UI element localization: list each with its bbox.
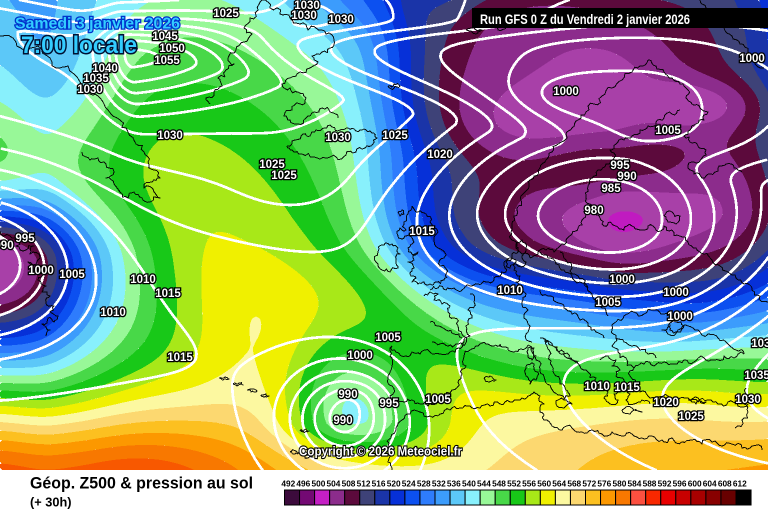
svg-text:600: 600 bbox=[688, 479, 702, 489]
svg-text:1000: 1000 bbox=[553, 86, 579, 98]
svg-text:568: 568 bbox=[567, 479, 581, 489]
svg-text:1030: 1030 bbox=[325, 132, 351, 144]
svg-text:1015: 1015 bbox=[409, 226, 435, 238]
svg-text:Copyright © 2026 Meteociel.fr: Copyright © 2026 Meteociel.fr bbox=[299, 444, 462, 459]
svg-text:980: 980 bbox=[584, 205, 603, 217]
svg-text:1030: 1030 bbox=[77, 84, 103, 96]
svg-text:1000: 1000 bbox=[609, 274, 635, 286]
svg-text:540: 540 bbox=[462, 479, 476, 489]
svg-text:1005: 1005 bbox=[595, 297, 621, 309]
svg-text:520: 520 bbox=[387, 479, 401, 489]
svg-text:584: 584 bbox=[628, 479, 642, 489]
svg-text:572: 572 bbox=[582, 479, 596, 489]
svg-text:576: 576 bbox=[597, 479, 611, 489]
svg-text:Samedi 3 janvier 2026: Samedi 3 janvier 2026 bbox=[15, 15, 180, 32]
svg-text:1010: 1010 bbox=[584, 381, 610, 393]
svg-text:592: 592 bbox=[658, 479, 672, 489]
svg-text:1030: 1030 bbox=[157, 130, 183, 142]
svg-text:1015: 1015 bbox=[167, 352, 193, 364]
svg-text:1025: 1025 bbox=[382, 130, 408, 142]
svg-text:524: 524 bbox=[402, 479, 416, 489]
svg-text:1035: 1035 bbox=[744, 370, 768, 382]
svg-text:548: 548 bbox=[492, 479, 506, 489]
svg-text:1025: 1025 bbox=[259, 159, 285, 171]
svg-text:1005: 1005 bbox=[655, 125, 681, 137]
svg-text:1040: 1040 bbox=[92, 63, 118, 75]
svg-text:1005: 1005 bbox=[375, 332, 401, 344]
svg-text:990: 990 bbox=[617, 171, 636, 183]
svg-text:608: 608 bbox=[718, 479, 732, 489]
svg-text:(+ 30h): (+ 30h) bbox=[30, 496, 72, 510]
svg-text:516: 516 bbox=[372, 479, 386, 489]
svg-text:Géop. Z500 & pression au sol: Géop. Z500 & pression au sol bbox=[30, 474, 253, 493]
svg-text:Run GFS 0 Z du Vendredi 2 janv: Run GFS 0 Z du Vendredi 2 janvier 2026 bbox=[480, 12, 690, 27]
svg-text:512: 512 bbox=[357, 479, 371, 489]
svg-text:1015: 1015 bbox=[155, 288, 181, 300]
svg-text:990: 990 bbox=[0, 240, 14, 252]
svg-text:995: 995 bbox=[15, 233, 35, 245]
svg-text:1000: 1000 bbox=[663, 287, 689, 299]
svg-text:552: 552 bbox=[507, 479, 521, 489]
svg-text:504: 504 bbox=[327, 479, 341, 489]
svg-text:560: 560 bbox=[537, 479, 551, 489]
svg-text:1025: 1025 bbox=[271, 170, 297, 182]
svg-text:508: 508 bbox=[342, 479, 356, 489]
svg-text:1030: 1030 bbox=[291, 10, 317, 22]
svg-text:544: 544 bbox=[477, 479, 491, 489]
svg-text:1005: 1005 bbox=[425, 394, 451, 406]
svg-text:1030: 1030 bbox=[751, 338, 768, 350]
svg-text:1025: 1025 bbox=[213, 8, 239, 20]
svg-text:564: 564 bbox=[552, 479, 566, 489]
svg-text:995: 995 bbox=[610, 160, 630, 172]
svg-text:1000: 1000 bbox=[347, 350, 373, 362]
svg-text:612: 612 bbox=[733, 479, 747, 489]
svg-text:990: 990 bbox=[338, 389, 357, 401]
svg-text:532: 532 bbox=[432, 479, 446, 489]
svg-text:1000: 1000 bbox=[28, 265, 54, 277]
svg-text:1020: 1020 bbox=[653, 397, 679, 409]
svg-text:1030: 1030 bbox=[735, 394, 761, 406]
svg-text:1030: 1030 bbox=[294, 0, 320, 12]
svg-text:1015: 1015 bbox=[614, 382, 640, 394]
svg-text:1005: 1005 bbox=[59, 269, 85, 281]
svg-text:556: 556 bbox=[522, 479, 536, 489]
svg-text:1000: 1000 bbox=[667, 311, 693, 323]
svg-text:995: 995 bbox=[379, 398, 399, 410]
svg-text:1000: 1000 bbox=[739, 53, 765, 65]
svg-text:596: 596 bbox=[673, 479, 687, 489]
svg-text:1035: 1035 bbox=[83, 73, 109, 85]
svg-text:1010: 1010 bbox=[100, 307, 126, 319]
svg-text:1020: 1020 bbox=[427, 149, 453, 161]
svg-text:1030: 1030 bbox=[328, 14, 354, 26]
svg-text:985: 985 bbox=[601, 183, 621, 195]
svg-text:528: 528 bbox=[417, 479, 431, 489]
svg-text:500: 500 bbox=[311, 479, 325, 489]
svg-text:1055: 1055 bbox=[154, 55, 180, 67]
svg-text:580: 580 bbox=[612, 479, 626, 489]
svg-text:536: 536 bbox=[447, 479, 461, 489]
svg-text:1050: 1050 bbox=[159, 43, 185, 55]
svg-text:1045: 1045 bbox=[152, 31, 178, 43]
svg-text:492: 492 bbox=[281, 479, 295, 489]
svg-text:604: 604 bbox=[703, 479, 717, 489]
svg-text:1010: 1010 bbox=[497, 285, 523, 297]
svg-text:1025: 1025 bbox=[678, 411, 704, 423]
svg-text:496: 496 bbox=[296, 479, 310, 489]
svg-text:990: 990 bbox=[333, 415, 352, 427]
svg-text:588: 588 bbox=[643, 479, 657, 489]
svg-text:1010: 1010 bbox=[130, 274, 156, 286]
svg-text:7:00 locale: 7:00 locale bbox=[21, 32, 137, 59]
